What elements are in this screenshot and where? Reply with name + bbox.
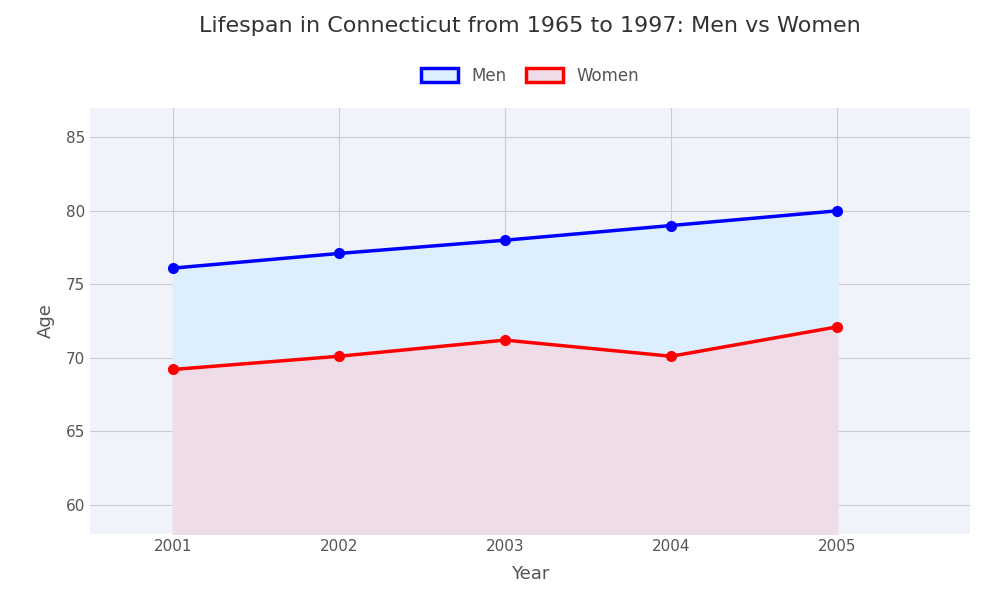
Y-axis label: Age: Age xyxy=(37,304,55,338)
X-axis label: Year: Year xyxy=(511,565,549,583)
Title: Lifespan in Connecticut from 1965 to 1997: Men vs Women: Lifespan in Connecticut from 1965 to 199… xyxy=(199,16,861,35)
Legend: Men, Women: Men, Women xyxy=(413,59,647,94)
